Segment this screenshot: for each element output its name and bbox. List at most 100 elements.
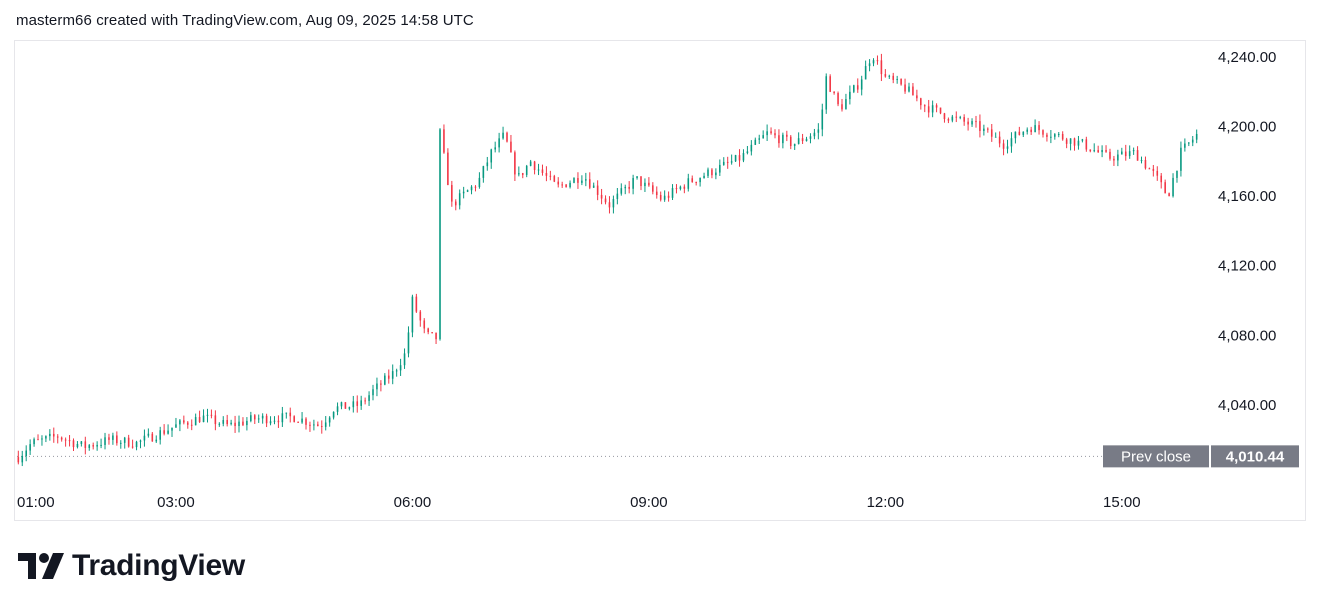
candle-body xyxy=(703,175,705,179)
candle-body xyxy=(56,436,59,438)
candle-body xyxy=(588,179,591,188)
candle-body xyxy=(1176,170,1178,178)
candle-body xyxy=(320,426,323,428)
candle-body xyxy=(845,99,847,110)
candle-body xyxy=(348,407,351,409)
candle-body xyxy=(131,446,134,448)
candle-body xyxy=(592,185,595,188)
candle-body xyxy=(1073,138,1076,146)
candle-body xyxy=(41,438,43,440)
candle-body xyxy=(407,332,410,354)
candle-body xyxy=(1057,133,1060,135)
candle-body xyxy=(198,417,201,423)
candle-body xyxy=(68,440,71,442)
candle-body xyxy=(289,412,292,417)
candle-body xyxy=(423,320,426,329)
candle-body xyxy=(474,186,477,188)
candle-body xyxy=(604,198,607,203)
tradingview-brand[interactable]: TradingView xyxy=(18,549,245,583)
candle-body xyxy=(900,79,902,85)
candle-body xyxy=(360,400,362,406)
candle-body xyxy=(525,165,528,175)
candle-body xyxy=(1113,158,1115,161)
candle-body xyxy=(328,417,331,423)
y-tick-label: 4,080.00 xyxy=(1218,327,1276,344)
x-tick-label: 06:00 xyxy=(394,494,432,511)
candle-body xyxy=(1093,150,1096,152)
candle-body xyxy=(648,182,650,186)
candle-body xyxy=(730,161,733,163)
candle-body xyxy=(912,86,914,96)
candle-body xyxy=(553,176,556,182)
candle-body xyxy=(25,450,27,456)
candle-body xyxy=(766,131,768,136)
candle-body xyxy=(734,155,737,162)
candle-body xyxy=(793,143,796,147)
candle-body xyxy=(1164,182,1166,194)
candle-body xyxy=(269,421,272,424)
candle-body xyxy=(1160,175,1163,183)
candle-body xyxy=(916,95,918,99)
candle-body xyxy=(545,172,548,176)
candle-body xyxy=(135,441,138,448)
candle-body xyxy=(817,129,820,133)
candle-body xyxy=(959,117,962,119)
candle-body xyxy=(1034,125,1036,133)
candle-body xyxy=(60,437,63,440)
candle-body xyxy=(64,439,67,441)
candle-body xyxy=(608,202,611,208)
prev-close-value-badge xyxy=(1211,445,1299,468)
candle-body xyxy=(458,193,461,206)
candle-body xyxy=(1101,150,1103,153)
candle-body xyxy=(1152,168,1155,171)
candle-body xyxy=(726,161,729,163)
candle-body xyxy=(695,181,697,183)
candle-body xyxy=(1030,129,1032,133)
candle-body xyxy=(498,138,500,148)
candle-body xyxy=(151,433,154,442)
candle-body xyxy=(356,401,359,406)
candle-body xyxy=(561,184,563,186)
candle-body xyxy=(864,66,867,80)
candle-body xyxy=(813,132,816,137)
candle-body xyxy=(100,444,102,446)
candle-body xyxy=(581,180,583,183)
candle-body xyxy=(84,441,87,448)
candle-body xyxy=(1109,151,1111,159)
candle-body xyxy=(324,422,327,427)
candle-body xyxy=(309,424,311,426)
candle-body xyxy=(372,389,374,396)
candlestick-chart[interactable]: 4,040.00 4,080.00 4,120.00 4,160.00 4,200.00… xyxy=(15,41,1307,522)
candle-body xyxy=(975,121,977,123)
candle-body xyxy=(1121,151,1123,155)
candle-body xyxy=(742,153,745,161)
candle-body xyxy=(1172,177,1174,197)
candle-body xyxy=(994,136,997,138)
candle-body xyxy=(514,152,516,175)
candle-body xyxy=(494,147,496,150)
candle-body xyxy=(226,420,228,425)
candle-body xyxy=(746,151,749,154)
candle-body xyxy=(265,415,268,424)
candle-body xyxy=(722,161,725,165)
candle-body xyxy=(175,424,177,428)
candle-body xyxy=(837,93,839,105)
candle-body xyxy=(179,420,181,425)
candle-body xyxy=(935,105,938,108)
candle-body xyxy=(273,420,276,422)
candle-body xyxy=(853,85,855,92)
candle-body xyxy=(683,186,686,189)
candle-body xyxy=(1168,193,1170,197)
candle-body xyxy=(17,457,20,463)
candle-body xyxy=(80,441,83,444)
candle-body xyxy=(809,136,812,139)
candle-body xyxy=(352,401,355,408)
candle-body xyxy=(585,179,587,181)
candle-body xyxy=(600,194,603,199)
candle-body xyxy=(277,420,280,423)
candle-body xyxy=(663,195,666,200)
candle-body xyxy=(123,437,126,443)
chart-panel[interactable]: 4,040.00 4,080.00 4,120.00 4,160.00 4,200.00… xyxy=(14,40,1306,521)
candle-body xyxy=(707,169,709,176)
candle-body xyxy=(116,435,118,444)
